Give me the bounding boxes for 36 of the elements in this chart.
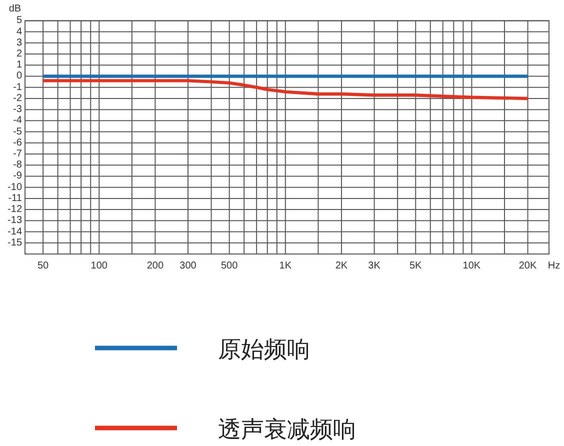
x-tick-label: 10K — [462, 260, 481, 272]
x-tick-label: 1K — [279, 260, 292, 272]
legend-label: 透声衰减频响 — [218, 416, 356, 442]
y-tick-label: 0 — [16, 70, 22, 82]
x-tick-label: 5K — [410, 260, 422, 272]
y-tick-label: -6 — [13, 137, 22, 148]
y-tick-label: 4 — [16, 26, 22, 38]
y-tick-label: -12 — [8, 204, 22, 216]
x-tick-label: 200 — [146, 260, 164, 272]
y-tick-label: -1 — [13, 82, 22, 93]
y-tick-label: 3 — [16, 37, 22, 48]
x-tick-label: 500 — [221, 260, 238, 272]
y-tick-label: -8 — [13, 160, 22, 171]
y-tick-label: -4 — [13, 115, 22, 126]
y-axis-title: dB — [8, 4, 22, 14]
x-tick-label: 20K — [518, 260, 537, 272]
y-tick-label: 2 — [16, 48, 22, 60]
legend-label: 原始频响 — [218, 336, 310, 362]
y-tick-label: -11 — [8, 192, 22, 204]
y-tick-label: -3 — [13, 104, 22, 116]
x-tick-label: 100 — [90, 260, 108, 272]
y-tick-label: -10 — [8, 182, 22, 193]
y-tick-label: 1 — [16, 60, 22, 71]
y-tick-label: -2 — [13, 92, 22, 104]
x-axis-title: Hz — [548, 260, 560, 272]
y-tick-label: -13 — [8, 215, 22, 226]
y-tick-label: -15 — [8, 237, 22, 248]
y-tick-label: -9 — [13, 170, 22, 182]
y-tick-label: -7 — [13, 148, 22, 160]
x-tick-label: 50 — [38, 260, 49, 272]
y-tick-label: -14 — [8, 226, 22, 238]
y-tick-label: 5 — [16, 15, 22, 26]
x-tick-label: 2K — [335, 260, 348, 272]
y-tick-label: -5 — [13, 126, 22, 138]
x-tick-label: 300 — [180, 260, 196, 272]
x-tick-label: 3K — [368, 260, 380, 272]
